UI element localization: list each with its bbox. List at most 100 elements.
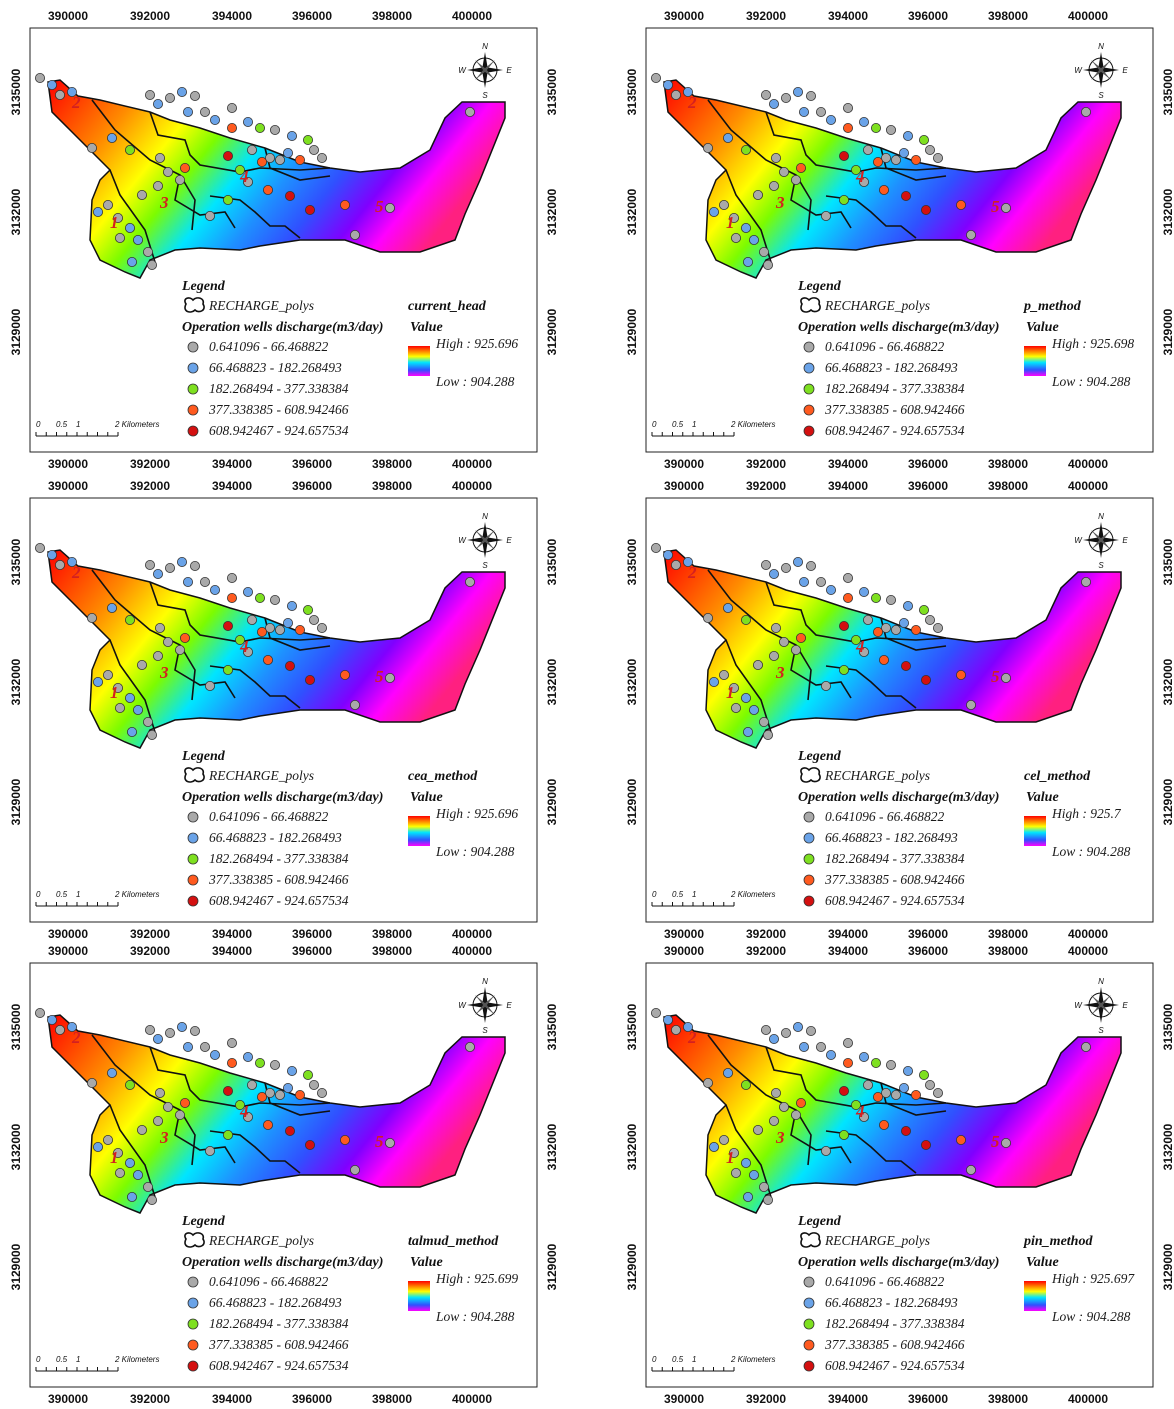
legend-class-swatch xyxy=(187,341,199,353)
recharge-polygon-boundary xyxy=(725,639,772,733)
zone-label-5: 5 xyxy=(991,1132,1000,1151)
x-tick-bottom: 390000 xyxy=(664,457,704,471)
scale-tick-label: 1 xyxy=(692,420,696,429)
compass-s: S xyxy=(1098,561,1104,570)
well-marker xyxy=(932,622,943,633)
y-tick-left: 3132000 xyxy=(9,658,23,705)
north-arrow: N S W E xyxy=(1074,512,1128,570)
well-marker xyxy=(842,123,853,134)
map-svg: 390000 390000 392000 392000 394000 394000 3960… xyxy=(625,479,1174,941)
well-marker xyxy=(162,166,173,177)
y-tick-left: 3135000 xyxy=(9,68,23,115)
well-marker xyxy=(152,1034,163,1045)
well-marker xyxy=(790,1109,801,1120)
well-marker xyxy=(55,560,66,571)
well-marker xyxy=(885,1060,896,1071)
well-marker xyxy=(842,1038,853,1049)
well-marker xyxy=(47,1015,58,1026)
well-marker xyxy=(286,1065,297,1076)
well-marker xyxy=(885,125,896,136)
well-marker xyxy=(760,1025,771,1036)
well-marker xyxy=(748,704,759,715)
well-marker xyxy=(125,614,136,625)
well-marker xyxy=(142,246,153,257)
well-marker xyxy=(349,229,360,240)
well-marker xyxy=(282,147,293,158)
well-marker xyxy=(719,669,730,680)
well-marker xyxy=(226,1058,237,1069)
recharge-polygon-boundary xyxy=(825,665,917,709)
well-marker xyxy=(176,1022,187,1033)
head-surface xyxy=(47,79,506,279)
legend-class-label: 0.641096 - 66.468822 xyxy=(825,1274,944,1289)
compass-n: N xyxy=(482,512,488,521)
well-marker xyxy=(709,676,720,687)
x-tick-bottom: 398000 xyxy=(988,1392,1028,1406)
well-marker xyxy=(729,212,740,223)
well-marker xyxy=(920,674,931,685)
well-marker xyxy=(798,1042,809,1053)
recharge-polygon-boundary xyxy=(707,1034,812,1166)
well-marker xyxy=(256,156,267,167)
map-svg: 390000 390000 392000 392000 394000 394000 3960… xyxy=(625,9,1174,471)
x-tick-top: 394000 xyxy=(828,944,868,958)
compass-w: W xyxy=(1074,1001,1083,1010)
compass-e: E xyxy=(506,66,512,75)
x-tick-bottom: 394000 xyxy=(212,927,252,941)
well-marker xyxy=(146,729,157,740)
well-marker xyxy=(93,206,104,217)
recharge-polys-icon xyxy=(800,297,821,313)
legend-class-swatch xyxy=(803,383,815,395)
well-marker xyxy=(222,664,233,675)
well-marker xyxy=(858,1111,869,1122)
x-tick-bottom: 398000 xyxy=(988,927,1028,941)
well-marker xyxy=(748,1169,759,1180)
legend-low-label: Low : 904.288 xyxy=(435,844,515,859)
legend-class-swatch xyxy=(187,1360,199,1372)
legend-high-label: High : 925.698 xyxy=(1051,336,1134,351)
compass-e: E xyxy=(1122,1001,1128,1010)
scale-tick-label: 0 xyxy=(652,420,657,429)
x-tick-bottom: 392000 xyxy=(130,457,170,471)
legend: Legend RECHARGE_polys p_method Operation we… xyxy=(797,279,1134,438)
recharge-polygon-boundary xyxy=(174,644,236,699)
legend-high-label: High : 925.696 xyxy=(435,336,518,351)
well-marker xyxy=(709,206,720,217)
legend-class-swatch xyxy=(187,853,199,865)
well-marker xyxy=(142,1181,153,1192)
well-marker xyxy=(1000,1137,1011,1148)
compass-w: W xyxy=(458,66,467,75)
x-tick-top: 400000 xyxy=(452,479,492,493)
well-marker xyxy=(67,87,78,98)
well-marker xyxy=(703,142,714,153)
legend-class-label: 377.338385 - 608.942466 xyxy=(824,872,965,887)
well-marker xyxy=(768,569,779,580)
well-marker xyxy=(294,624,305,635)
well-marker xyxy=(741,1157,752,1168)
well-marker xyxy=(226,123,237,134)
x-tick-top: 390000 xyxy=(664,479,704,493)
well-marker xyxy=(136,1124,147,1135)
well-marker xyxy=(132,234,143,245)
well-marker xyxy=(858,646,869,657)
y-tick-left: 3132000 xyxy=(625,188,639,235)
well-marker xyxy=(182,107,193,118)
well-marker xyxy=(890,154,901,165)
legend-class-label: 608.942467 - 924.657534 xyxy=(209,893,349,908)
compass-n: N xyxy=(1098,512,1104,521)
well-marker xyxy=(741,222,752,233)
recharge-polygon-boundary xyxy=(725,169,772,263)
well-marker xyxy=(825,115,836,126)
compass-e: E xyxy=(1122,536,1128,545)
well-marker xyxy=(55,1025,66,1036)
legend-class-label: 377.338385 - 608.942466 xyxy=(208,1337,349,1352)
scale-bar: 0 0.5 1 2 Kilometers xyxy=(651,420,775,437)
well-marker xyxy=(199,107,210,118)
well-marker xyxy=(862,614,873,625)
well-marker xyxy=(174,174,185,185)
map-panel-cel_method: 390000 390000 392000 392000 394000 394000 3960… xyxy=(616,470,1174,941)
well-marker xyxy=(1000,202,1011,213)
well-marker xyxy=(125,692,136,703)
scale-tick-label: 2 Kilometers xyxy=(114,890,159,899)
well-marker xyxy=(302,1069,313,1080)
